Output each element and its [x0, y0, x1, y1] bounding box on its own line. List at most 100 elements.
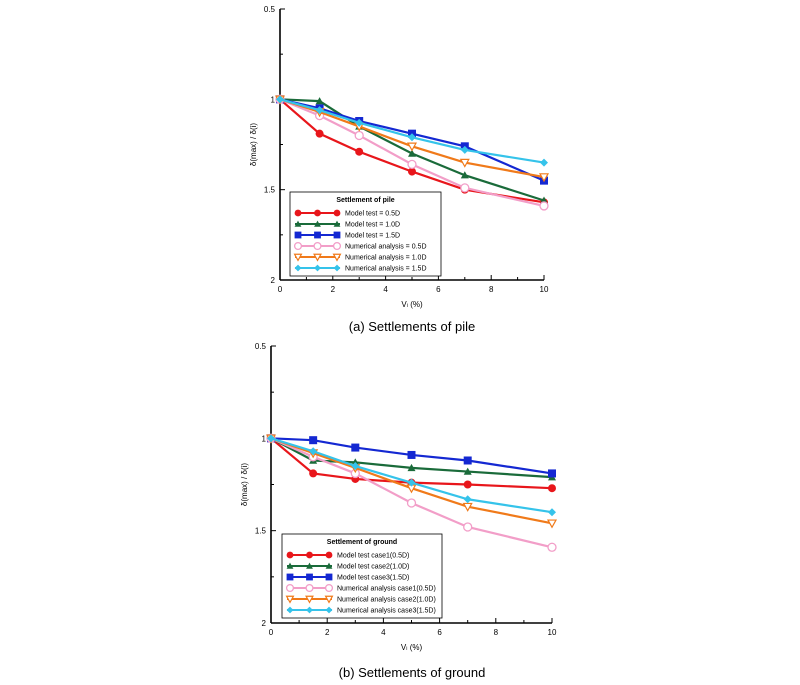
legend-entry-label: Model test case1(0.5D) — [337, 553, 409, 560]
legend-entry-label: Numerical analysis = 0.5D — [345, 244, 427, 251]
legend-box — [289, 191, 442, 277]
series-line-1 — [270, 437, 553, 490]
data-point — [355, 147, 364, 156]
legend-marker — [306, 606, 313, 614]
legend-marker — [332, 241, 342, 251]
legend-marker — [325, 573, 333, 581]
legend-marker — [286, 606, 294, 614]
legend-marker — [294, 209, 302, 217]
data-point — [315, 129, 324, 138]
legend-entry-label: Model test = 1.5D — [345, 233, 400, 240]
legend-marker — [325, 551, 333, 559]
data-point — [546, 519, 558, 529]
y-tick-label: 0.5 — [255, 342, 267, 351]
legend: Settlement of pile Model test = 0.5D Model… — [289, 191, 442, 277]
data-point — [462, 502, 473, 512]
ground-caption: (b) Settlements of ground — [339, 665, 486, 680]
legend-marker — [286, 551, 294, 559]
legend-title: Settlement of ground — [327, 539, 397, 546]
y-axis-label: δ(max) / δ(i) — [240, 463, 249, 506]
x-axis-label: Vₗ (%) — [401, 643, 423, 652]
series-line-2 — [270, 437, 553, 479]
data-point — [460, 145, 469, 154]
legend-marker — [306, 573, 313, 581]
legend-marker — [324, 583, 334, 593]
x-tick-label: 2 — [331, 285, 336, 294]
legend-marker — [286, 562, 294, 569]
series-line-5 — [279, 98, 545, 179]
x-tick-label: 2 — [325, 628, 330, 637]
x-tick-label: 4 — [383, 285, 388, 294]
data-point — [460, 183, 470, 193]
y-tick-label: 1.5 — [264, 186, 276, 195]
data-point — [351, 458, 360, 466]
x-tick-label: 0 — [269, 628, 274, 637]
legend-marker — [314, 209, 321, 217]
x-tick-label: 10 — [540, 285, 549, 294]
y-tick-label: 1 — [262, 434, 267, 443]
legend-marker — [286, 573, 294, 581]
data-point — [351, 443, 360, 452]
legend-marker — [285, 595, 295, 604]
legend-marker — [293, 241, 303, 251]
data-point — [407, 463, 416, 472]
legend-entry-label: Model test case2(1.0D) — [337, 564, 409, 571]
x-tick-label: 0 — [278, 285, 283, 294]
legend-marker — [325, 562, 333, 569]
data-point — [548, 469, 556, 478]
legend-marker — [333, 264, 341, 272]
legend-entry-label: Numerical analysis case2(1.0D) — [337, 597, 436, 604]
data-point — [547, 542, 557, 552]
legend-entry-label: Model test case3(1.5D) — [337, 575, 409, 582]
legend-marker — [305, 583, 314, 593]
x-tick-label: 8 — [494, 628, 499, 637]
legend-marker — [294, 231, 302, 239]
y-tick-label: 1 — [271, 95, 276, 104]
series-line-6 — [279, 98, 545, 164]
legend-title: Settlement of pile — [336, 197, 394, 204]
legend-marker — [324, 595, 334, 604]
x-tick-label: 8 — [489, 285, 494, 294]
legend-marker — [325, 606, 333, 614]
data-point — [309, 447, 318, 456]
data-point — [538, 173, 550, 183]
series-line-4 — [279, 98, 545, 207]
data-point — [540, 158, 548, 167]
legend-marker — [333, 220, 341, 227]
legend-marker — [285, 583, 295, 593]
data-point — [408, 133, 416, 142]
data-point — [406, 142, 418, 152]
data-point — [539, 201, 549, 211]
x-axis-label: Vₗ (%) — [401, 300, 423, 309]
series-line-4 — [270, 437, 553, 549]
legend-marker — [314, 220, 321, 227]
data-point — [463, 480, 472, 489]
legend-marker — [313, 241, 322, 251]
data-point — [267, 434, 275, 443]
data-point — [463, 456, 472, 465]
data-point — [408, 167, 416, 176]
data-point — [355, 118, 364, 127]
legend-entry-label: Model test = 0.5D — [345, 211, 400, 218]
legend-marker — [333, 231, 341, 239]
data-point — [407, 159, 417, 170]
legend-marker — [333, 209, 341, 217]
y-tick-label: 2 — [271, 276, 276, 285]
legend-marker — [313, 253, 322, 262]
y-axis-label: δ(max) / δ(i) — [249, 123, 258, 166]
y-tick-label: 2 — [262, 619, 267, 628]
legend-entry-label: Numerical analysis case1(0.5D) — [337, 586, 436, 593]
data-point — [407, 450, 416, 459]
x-tick-label: 6 — [436, 285, 441, 294]
pile-caption: (a) Settlements of pile — [349, 319, 475, 334]
y-tick-label: 0.5 — [264, 5, 276, 14]
data-point — [463, 467, 472, 475]
x-tick-label: 10 — [548, 628, 557, 637]
legend-marker — [314, 231, 321, 239]
legend-marker — [306, 551, 313, 559]
data-point — [351, 462, 360, 471]
data-point — [459, 158, 470, 168]
